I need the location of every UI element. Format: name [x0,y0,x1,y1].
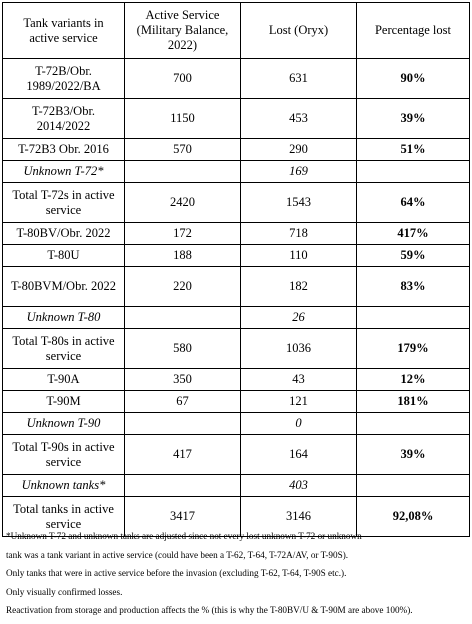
percentage-value [356,306,470,329]
lost-value: 182 [240,266,357,307]
header-variants: Tank variants in active service [2,2,125,59]
percentage-value: 64% [356,182,470,223]
active-value [124,160,241,183]
tank-losses-table: Tank variants in active service Active S… [2,2,470,537]
active-value: 417 [124,434,241,475]
table-row: Unknown T-80 26 [2,306,470,329]
variant-label: T-80U [2,244,125,267]
active-value: 3417 [124,496,241,537]
percentage-value: 83% [356,266,470,307]
footnote-line: Only tanks that were in active service b… [6,568,347,578]
lost-value: 169 [240,160,357,183]
lost-value: 453 [240,98,357,139]
header-percentage-lost: Percentage lost [356,2,470,59]
lost-value: 631 [240,58,357,99]
percentage-value [356,474,470,497]
lost-value: 121 [240,390,357,413]
active-value: 67 [124,390,241,413]
active-value: 700 [124,58,241,99]
table-row: T-90A 350 43 12% [2,368,470,391]
table-row-total: Total tanks in active service 3417 3146 … [2,496,470,537]
lost-value: 1543 [240,182,357,223]
table-row: Total T-90s in active service 417 164 39… [2,434,470,475]
percentage-value [356,160,470,183]
lost-value: 0 [240,412,357,435]
percentage-value [356,412,470,435]
variant-label: T-90A [2,368,125,391]
percentage-value: 417% [356,222,470,245]
active-value: 570 [124,138,241,161]
table-row: Unknown T-72* 169 [2,160,470,183]
table-row: Unknown T-90 0 [2,412,470,435]
variant-label: T-80BV/Obr. 2022 [2,222,125,245]
variant-label: Total T-72s in active service [2,182,125,223]
variant-label: Unknown T-90 [2,412,125,435]
footnote-line: tank was a tank variant in active servic… [6,549,349,560]
variant-label: T-80BVM/Obr. 2022 [2,266,125,307]
table-row: T-80BVM/Obr. 2022 220 182 83% [2,266,470,307]
header-lost: Lost (Oryx) [240,2,357,59]
variant-label: T-72B/Obr. 1989/2022/BA [2,58,125,99]
table-row: T-80BV/Obr. 2022 172 718 417% [2,222,470,245]
variant-label: T-90M [2,390,125,413]
active-value: 172 [124,222,241,245]
table-row: T-72B/Obr. 1989/2022/BA 700 631 90% [2,58,470,99]
footnote-line: Reactivation from storage and production… [6,605,413,615]
table-row: Total T-72s in active service 2420 1543 … [2,182,470,223]
table-row: Unknown tanks* 403 [2,474,470,497]
active-value: 1150 [124,98,241,139]
table-row: T-80U 188 110 59% [2,244,470,267]
percentage-value: 39% [356,98,470,139]
variant-label: Total T-90s in active service [2,434,125,475]
lost-value: 164 [240,434,357,475]
percentage-value: 90% [356,58,470,99]
active-value: 350 [124,368,241,391]
lost-value: 1036 [240,328,357,369]
percentage-value: 39% [356,434,470,475]
active-value [124,412,241,435]
header-row: Tank variants in active service Active S… [2,2,470,59]
header-active-service: Active Service (Military Balance, 2022) [124,2,241,59]
active-value: 2420 [124,182,241,223]
table-row: T-90M 67 121 181% [2,390,470,413]
variant-label: Unknown T-80 [2,306,125,329]
percentage-value: 179% [356,328,470,369]
lost-value: 718 [240,222,357,245]
footnote-line: *Unknown T-72 and unknown tanks are adju… [6,531,362,541]
table-row: T-72B3/Obr. 2014/2022 1150 453 39% [2,98,470,139]
active-value: 220 [124,266,241,307]
footnotes: *Unknown T-72 and unknown tanks are adju… [6,531,468,624]
active-value: 580 [124,328,241,369]
percentage-value: 181% [356,390,470,413]
variant-label: T-72B3 Obr. 2016 [2,138,125,161]
variant-label: Unknown tanks* [2,474,125,497]
percentage-value: 59% [356,244,470,267]
lost-value: 403 [240,474,357,497]
percentage-value: 12% [356,368,470,391]
variant-label: Total T-80s in active service [2,328,125,369]
variant-label: T-72B3/Obr. 2014/2022 [2,98,125,139]
lost-value: 290 [240,138,357,161]
table-row: Total T-80s in active service 580 1036 1… [2,328,470,369]
percentage-value: 92,08% [356,496,470,537]
lost-value: 3146 [240,496,357,537]
active-value: 188 [124,244,241,267]
table-row: T-72B3 Obr. 2016 570 290 51% [2,138,470,161]
lost-value: 110 [240,244,357,267]
active-value [124,474,241,497]
lost-value: 26 [240,306,357,329]
variant-label: Total tanks in active service [2,496,125,537]
footnote-line: Only visually confirmed losses. [6,586,123,597]
active-value [124,306,241,329]
variant-label: Unknown T-72* [2,160,125,183]
lost-value: 43 [240,368,357,391]
percentage-value: 51% [356,138,470,161]
